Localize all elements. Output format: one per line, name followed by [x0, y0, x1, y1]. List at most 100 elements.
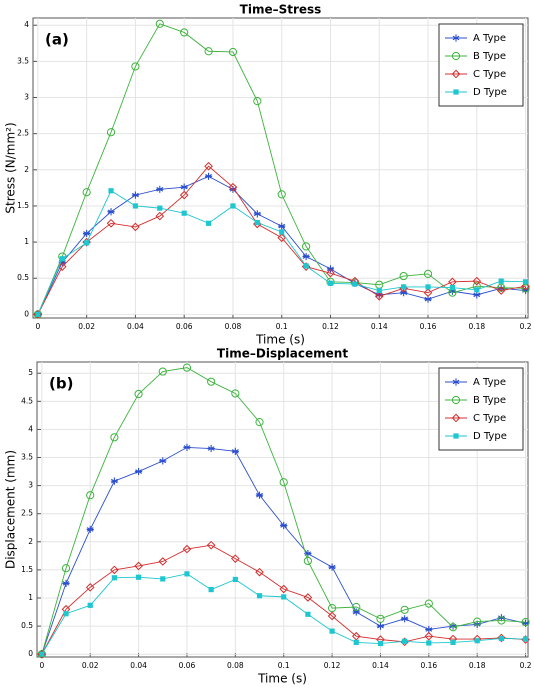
series-line [41, 544, 526, 655]
marker [229, 185, 237, 193]
marker [450, 639, 456, 645]
marker [256, 593, 263, 599]
marker [303, 263, 309, 269]
x-tick-label: 0.12 [324, 661, 341, 670]
legend-marker [451, 413, 461, 423]
marker [327, 280, 334, 286]
series-line [37, 23, 526, 315]
marker [375, 291, 383, 299]
legend-marker [451, 51, 461, 61]
marker [182, 363, 192, 372]
marker [106, 218, 116, 228]
marker [327, 611, 337, 621]
marker [253, 210, 261, 218]
x-tick-label: 0.14 [371, 322, 388, 331]
marker [473, 617, 482, 626]
marker [158, 367, 167, 376]
x-tick-label: 0.16 [420, 661, 437, 670]
marker [496, 286, 506, 295]
marker [110, 477, 118, 485]
marker [180, 28, 189, 37]
marker [59, 256, 65, 262]
marker [423, 269, 433, 279]
marker [473, 620, 481, 629]
marker [303, 593, 313, 602]
annotation: (b) [49, 375, 73, 393]
x-tick-label: 0.1 [276, 322, 288, 331]
marker [160, 576, 166, 582]
legend-label: D Type [473, 431, 507, 442]
marker [326, 265, 335, 273]
marker [110, 433, 119, 442]
marker [522, 636, 529, 642]
x-tick-label: 0.02 [82, 661, 99, 670]
marker [204, 161, 213, 171]
marker [304, 550, 312, 558]
x-tick-label: 0.18 [469, 661, 486, 670]
marker [277, 233, 287, 243]
marker [107, 208, 115, 216]
legend-label: D Type [473, 87, 507, 98]
marker [473, 291, 481, 299]
marker [281, 594, 287, 600]
y-tick-label: 4 [28, 424, 33, 433]
marker [400, 289, 408, 297]
marker [132, 203, 139, 209]
y-tick-label: 2 [24, 165, 29, 174]
marker [157, 205, 163, 211]
marker [159, 457, 167, 465]
marker [425, 284, 431, 290]
marker [184, 571, 190, 577]
marker [497, 616, 506, 625]
x-tick-label: 0 [39, 661, 44, 670]
marker [39, 651, 45, 657]
marker [497, 283, 506, 292]
marker [180, 183, 188, 191]
legend-marker [453, 433, 459, 439]
marker [230, 203, 236, 209]
marker [352, 608, 360, 616]
marker [497, 614, 505, 622]
legend-label: C Type [473, 413, 506, 424]
y-tick-label: 0.5 [17, 273, 29, 282]
marker [228, 47, 238, 57]
marker [498, 278, 504, 284]
chart-title: Time–Displacement [217, 347, 348, 361]
x-tick-label: 0.2 [520, 661, 532, 670]
y-tick-label: 3.5 [21, 453, 33, 462]
marker [498, 635, 504, 642]
marker [472, 276, 482, 286]
marker [328, 563, 336, 571]
marker [232, 576, 238, 583]
marker [497, 284, 505, 292]
marker [255, 567, 264, 577]
y-tick-label: 5 [28, 368, 33, 377]
marker [474, 638, 480, 644]
marker [353, 639, 359, 645]
marker [131, 222, 140, 232]
y-tick-label: 1 [24, 237, 29, 246]
marker [277, 190, 286, 199]
marker [158, 557, 168, 566]
marker [305, 611, 311, 617]
x-axis-label: Time (s) [255, 333, 305, 347]
legend-marker [452, 378, 460, 386]
marker [84, 240, 90, 246]
x-tick-label: 0.04 [127, 322, 144, 331]
x-tick-label: 0 [35, 322, 40, 331]
series-line [37, 165, 526, 315]
marker [423, 288, 433, 298]
marker [253, 97, 262, 106]
marker [377, 640, 384, 647]
marker [204, 47, 213, 56]
y-tick-label: 1 [28, 593, 33, 602]
y-tick-label: 3 [24, 93, 29, 102]
marker [134, 467, 143, 476]
marker [474, 287, 480, 293]
marker [424, 599, 433, 608]
marker [63, 611, 69, 617]
marker [448, 287, 457, 295]
y-tick-label: 2 [28, 537, 33, 546]
marker [254, 219, 260, 226]
